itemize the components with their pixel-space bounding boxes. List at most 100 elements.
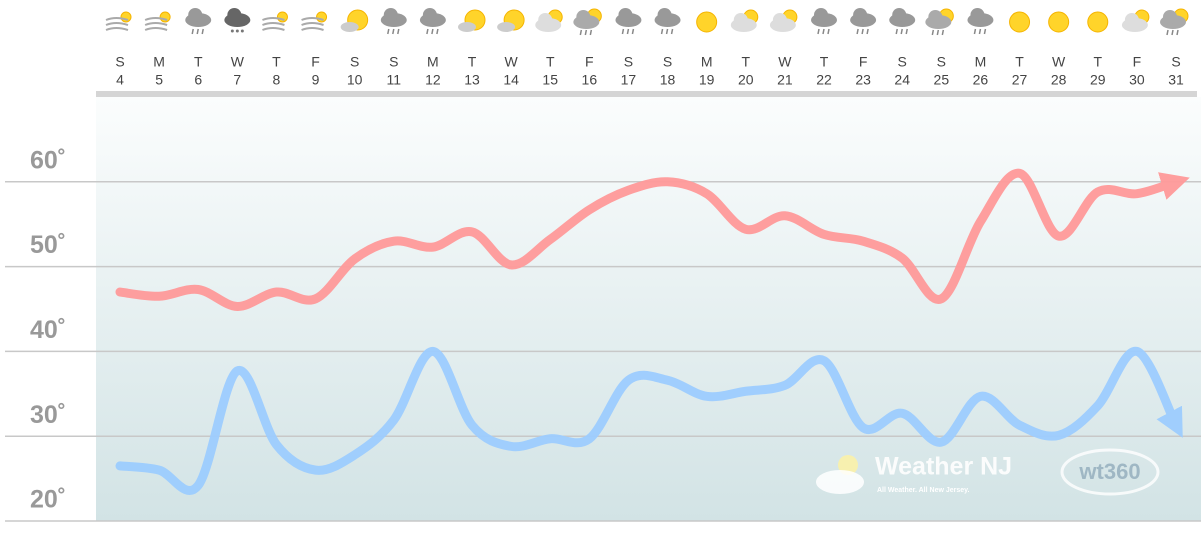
weekday-label: W	[1052, 54, 1066, 70]
weekday-label: M	[975, 54, 987, 70]
rain	[436, 28, 439, 35]
x-tick-label: 4	[116, 72, 124, 88]
x-tick-label: 26	[973, 72, 989, 88]
weekday-label: S	[624, 54, 633, 70]
rain	[426, 28, 429, 35]
cloud	[1124, 13, 1139, 27]
x-tick-label: 18	[660, 72, 676, 88]
rain	[621, 28, 625, 35]
wind	[144, 27, 168, 31]
rain	[895, 28, 898, 35]
wind	[262, 27, 285, 31]
cloud	[227, 8, 242, 22]
x-tick-label: 17	[621, 72, 637, 88]
x-tick-label: 24	[894, 72, 910, 88]
wind	[105, 27, 129, 31]
weekday-label: S	[389, 54, 398, 70]
x-tick-label: 11	[387, 72, 402, 88]
weather-icon	[535, 9, 563, 32]
y-tick-label: 20˚	[30, 486, 66, 514]
cloud	[188, 8, 203, 22]
snow	[240, 29, 244, 33]
watermark: Weather NJ All Weather. All New Jersey. …	[816, 448, 1160, 496]
x-tick-label: 5	[155, 72, 163, 88]
sun	[159, 11, 171, 23]
rain	[392, 28, 395, 35]
wind	[301, 17, 324, 21]
rain	[626, 28, 630, 35]
y-tick-label: 50˚	[30, 231, 66, 259]
weather-icon	[1121, 9, 1150, 32]
weekday-label: S	[1171, 54, 1180, 70]
wind	[144, 17, 168, 21]
rain	[936, 29, 940, 36]
rain	[665, 28, 669, 35]
rain	[397, 28, 400, 35]
weather-icon	[185, 8, 212, 35]
weather-icon	[925, 8, 954, 36]
wind	[105, 17, 129, 21]
rain	[201, 28, 204, 35]
weather-icon	[105, 11, 132, 31]
weekday-label: F	[1133, 54, 1142, 70]
x-tick-label: 12	[425, 72, 441, 88]
snow	[235, 29, 239, 33]
sun	[120, 11, 132, 23]
header-bar	[96, 91, 1197, 97]
weekday-label: W	[778, 54, 792, 70]
weather-icon	[811, 8, 837, 35]
x-tick-label: 16	[582, 72, 598, 88]
weekday-label: S	[898, 54, 907, 70]
weekday-label: S	[115, 54, 124, 70]
watermark-title: Weather NJ	[875, 453, 1012, 481]
rain	[983, 28, 987, 35]
wind	[105, 22, 129, 26]
weekday-label: T	[741, 54, 750, 70]
wind	[262, 17, 285, 21]
weather-icon	[224, 8, 251, 33]
rain	[1166, 29, 1169, 36]
cloud	[497, 22, 516, 32]
rain	[941, 29, 945, 36]
cloud	[422, 8, 437, 22]
weekday-label: T	[194, 54, 203, 70]
weather-icon	[615, 8, 642, 35]
weekday-label: S	[663, 54, 672, 70]
cloud	[657, 8, 672, 22]
sun	[316, 11, 328, 23]
x-tick-label: 20	[738, 72, 754, 88]
cloud	[340, 22, 359, 32]
rain	[670, 28, 674, 35]
x-tick-label: 27	[1012, 72, 1028, 88]
sun	[1048, 11, 1070, 33]
weather-icon	[850, 8, 877, 35]
weekday-label: M	[153, 54, 165, 70]
sun	[1009, 11, 1031, 33]
y-tick-label: 60˚	[30, 146, 66, 174]
weekday-label: F	[311, 54, 320, 70]
rain	[827, 28, 830, 35]
cloud	[970, 8, 985, 22]
wind	[262, 22, 285, 26]
x-tick-label: 22	[816, 72, 832, 88]
watermark-tagline: All Weather. All New Jersey.	[877, 487, 970, 494]
rain	[191, 28, 194, 35]
weekday-label: T	[1015, 54, 1024, 70]
cloud	[383, 8, 398, 22]
weather-icon	[573, 8, 602, 36]
weekday-label: T	[468, 54, 477, 70]
rain	[817, 28, 820, 35]
sun	[696, 11, 718, 33]
rain	[905, 28, 908, 35]
weather-icon	[1048, 11, 1070, 33]
sun	[1087, 11, 1109, 33]
rain	[931, 29, 935, 36]
y-tick-label: 30˚	[30, 401, 66, 429]
weekday-label: M	[427, 54, 439, 70]
weather-icon	[301, 11, 328, 31]
rain	[660, 28, 664, 35]
weather-icon	[458, 9, 486, 32]
cloud	[892, 8, 907, 22]
weather-icon	[419, 8, 446, 35]
weather-icon	[262, 11, 288, 31]
